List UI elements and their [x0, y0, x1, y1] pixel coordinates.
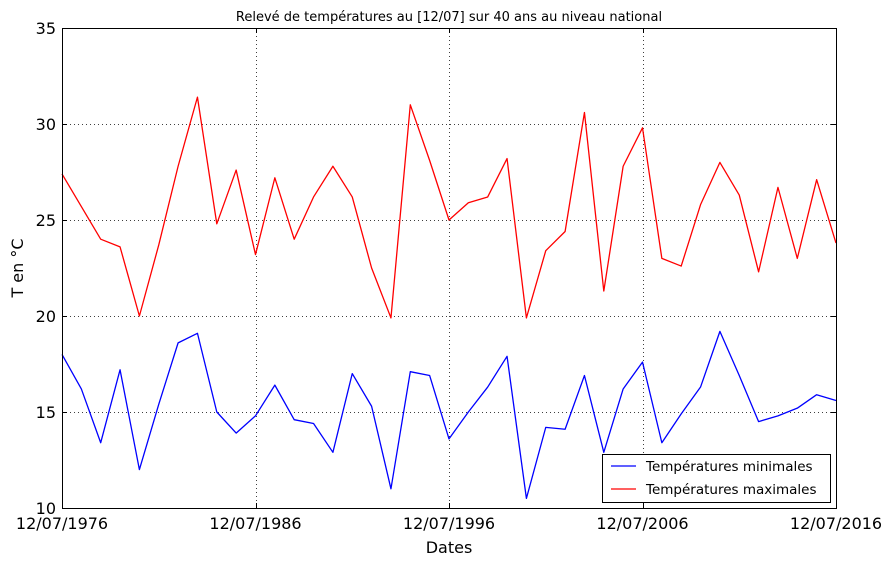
x-tick-label: 12/07/1976 [16, 514, 108, 533]
y-tick-label: 30 [36, 115, 56, 134]
y-tick-label: 35 [36, 19, 56, 38]
legend-label-max: Températures maximales [645, 482, 817, 498]
y-tick-labels: 10 15 20 25 30 35 [36, 19, 56, 518]
chart-title: Relevé de températures au [12/07] sur 40… [236, 10, 662, 25]
axis-ticks [62, 28, 837, 509]
series-line-min [61, 330, 837, 500]
x-tick-label: 12/07/1996 [403, 514, 495, 533]
legend: Températures minimales Températures maxi… [602, 454, 831, 503]
legend-box [602, 454, 831, 503]
grid-lines [62, 28, 836, 508]
y-axis-label: T en °C [8, 238, 27, 298]
x-axis-label: Dates [426, 538, 473, 557]
y-tick-label: 10 [36, 499, 56, 518]
x-tick-labels: 12/07/1976 12/07/1986 12/07/1996 12/07/2006… [16, 514, 882, 533]
y-tick-label: 25 [36, 211, 56, 230]
x-tick-label: 12/07/2006 [596, 514, 688, 533]
x-tick-label: 12/07/2016 [790, 514, 882, 533]
legend-label-min: Températures minimales [645, 459, 813, 475]
series-lines [61, 96, 837, 500]
y-tick-label: 20 [36, 307, 56, 326]
y-tick-label: 15 [36, 403, 56, 422]
x-tick-label: 12/07/1986 [209, 514, 301, 533]
series-line-max [61, 96, 837, 319]
